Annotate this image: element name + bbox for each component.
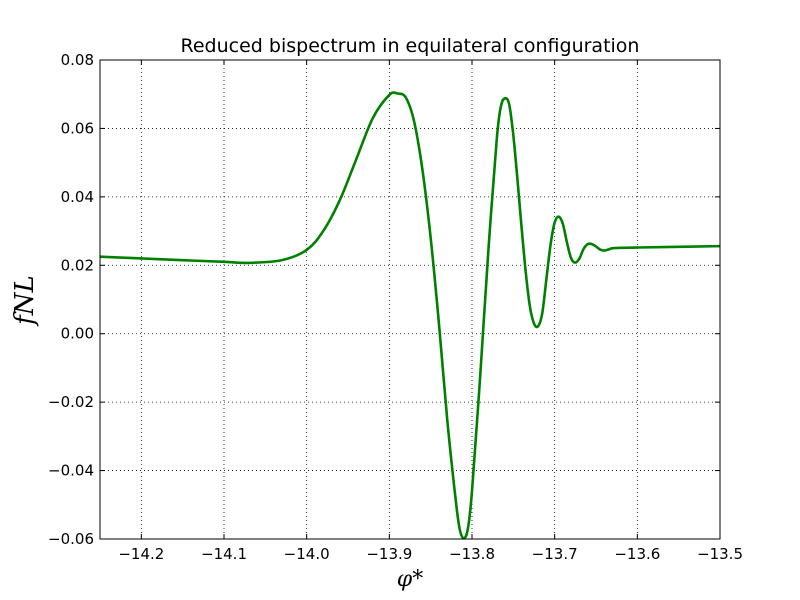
y-axis-label: fNL <box>10 275 40 327</box>
series-layer <box>99 91 721 540</box>
x-tick-label: −14.0 <box>284 545 330 563</box>
x-tick-label: −13.8 <box>449 545 495 563</box>
y-tick-label: 0.08 <box>61 51 94 69</box>
x-tick-label: −14.2 <box>118 545 164 563</box>
x-tick-label: −13.7 <box>532 545 578 563</box>
y-tick-label: 0.00 <box>61 325 94 343</box>
y-tick-labels: −0.06 −0.04 −0.02 0.00 0.02 0.04 0.06 0.08 <box>48 51 94 548</box>
series-line <box>99 91 721 540</box>
x-tick-labels: −14.2 −14.1 −14.0 −13.9 −13.8 −13.7 −13.6 −13.5 <box>118 545 743 563</box>
x-tick-label: −13.9 <box>366 545 412 563</box>
y-tick-label: 0.06 <box>61 119 94 137</box>
y-tick-label: 0.04 <box>61 188 94 206</box>
y-tick-label: −0.04 <box>48 462 94 480</box>
y-tick-label: 0.02 <box>61 256 94 274</box>
plot-frame <box>99 59 721 540</box>
x-axis-label: φ* <box>397 567 423 592</box>
y-tick-label: −0.02 <box>48 393 94 411</box>
plot-area <box>100 60 720 539</box>
x-tick-label: −13.5 <box>697 545 743 563</box>
chart-title: Reduced bispectrum in equilateral config… <box>181 35 640 57</box>
tick-marks <box>100 59 721 540</box>
x-tick-label: −13.6 <box>614 545 660 563</box>
x-tick-label: −14.1 <box>201 545 247 563</box>
y-tick-label: −0.06 <box>48 530 94 548</box>
